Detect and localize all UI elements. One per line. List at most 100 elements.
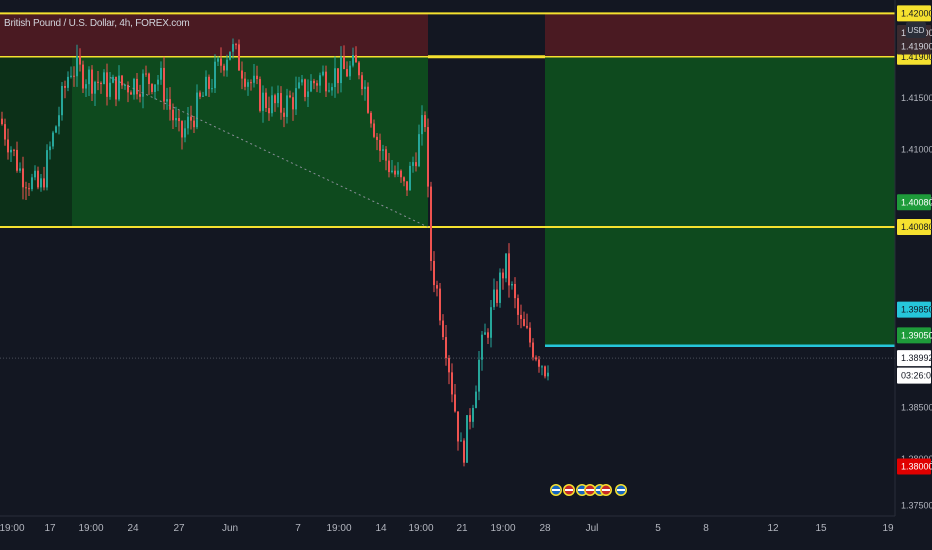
- candle-body: [67, 76, 69, 88]
- candle-body: [169, 99, 171, 110]
- price-badge-label: 1.38000: [901, 461, 932, 471]
- candle-body: [331, 87, 333, 91]
- time-tick-label: 19: [882, 523, 894, 534]
- candle-body: [493, 289, 495, 308]
- price-badge-label: 1.39050: [901, 330, 932, 340]
- candle-body: [64, 86, 66, 88]
- candle-body: [466, 415, 468, 463]
- candle-body: [268, 108, 270, 114]
- candle-body: [319, 75, 321, 86]
- candle-body: [136, 78, 138, 95]
- candle-body: [541, 366, 543, 368]
- candle-body: [97, 81, 99, 83]
- candle-body: [46, 150, 48, 188]
- currency-button[interactable]: USD: [906, 22, 926, 38]
- time-tick-label: 19:00: [490, 523, 515, 534]
- candle-body: [73, 75, 75, 77]
- candle-body: [229, 51, 231, 60]
- candle-body: [223, 65, 225, 71]
- candle-body: [529, 327, 531, 343]
- candle-body: [52, 132, 54, 147]
- candle-body: [109, 82, 111, 97]
- price-badge-label: 1.38992: [901, 353, 932, 363]
- candle-body: [523, 318, 525, 326]
- candle-body: [301, 79, 303, 83]
- candle-body: [247, 82, 249, 87]
- candle-body: [217, 58, 219, 62]
- candle-body: [370, 112, 372, 124]
- price-badge: [897, 38, 931, 55]
- candle-body: [490, 307, 492, 338]
- price-tick-label: 1.41500: [901, 93, 932, 103]
- candle-body: [469, 415, 471, 422]
- candle-body: [445, 337, 447, 359]
- candle-body: [361, 75, 363, 90]
- candle-body: [208, 76, 210, 89]
- candle-body: [163, 67, 165, 102]
- price-tick-label: 1.37500: [901, 501, 932, 511]
- candle-body: [298, 82, 300, 89]
- candle-body: [220, 58, 222, 66]
- candle-body: [505, 253, 507, 279]
- candle-body: [304, 79, 306, 97]
- candle-body: [70, 75, 72, 77]
- candle-body: [313, 80, 315, 84]
- event-flag-stripe: [617, 489, 625, 491]
- candle-body: [337, 68, 339, 84]
- candle-body: [166, 99, 168, 102]
- candle-body: [340, 56, 342, 84]
- candle-body: [31, 177, 33, 190]
- price-badge: [897, 301, 931, 318]
- candle-body: [496, 289, 498, 303]
- candle-body: [250, 82, 252, 84]
- candle-body: [376, 136, 378, 140]
- candle-body: [40, 178, 42, 188]
- candle-body: [82, 64, 84, 89]
- price-badge: [897, 350, 931, 367]
- event-flag-icon: [584, 484, 596, 496]
- candle-body: [283, 112, 285, 117]
- candle-body: [451, 372, 453, 395]
- candle-body: [433, 261, 435, 286]
- candle-body: [436, 285, 438, 289]
- candle-body: [118, 75, 120, 100]
- candle-body: [478, 359, 480, 392]
- level-lines: [0, 12, 895, 359]
- candle-body: [262, 92, 264, 111]
- candle-body: [316, 83, 318, 86]
- candle-body: [124, 84, 126, 86]
- price-badge-label: 1.41900: [901, 52, 932, 62]
- candle-body: [157, 79, 159, 85]
- event-flag-icon: [600, 484, 612, 496]
- candle-body: [457, 411, 459, 442]
- candle-body: [484, 332, 486, 335]
- candle-body: [28, 188, 30, 190]
- price-axis-background: [895, 0, 932, 516]
- candle-body: [106, 72, 108, 97]
- time-tick-label: 19:00: [0, 523, 25, 534]
- risk-reward-zones: [0, 13, 895, 346]
- candle-body: [391, 170, 393, 173]
- candle-body: [346, 69, 348, 77]
- time-tick-label: Jul: [586, 523, 599, 534]
- candle-body: [358, 62, 360, 76]
- candle-body: [274, 95, 276, 104]
- price-badge-label: 1.40080: [901, 222, 932, 232]
- price-badge-label: 1.40080: [901, 197, 932, 207]
- candle-body: [142, 73, 144, 97]
- candle-body: [145, 73, 147, 75]
- time-tick-label: 27: [173, 523, 185, 534]
- candle-body: [4, 124, 6, 140]
- profit-zone-right: [545, 56, 895, 346]
- candle-body: [37, 170, 39, 188]
- candle-body: [325, 71, 327, 92]
- candle-body: [127, 84, 129, 93]
- candle-body: [61, 86, 63, 116]
- candle-body: [277, 93, 279, 104]
- candle-body: [307, 91, 309, 97]
- candle-body: [202, 95, 204, 97]
- candle-body: [241, 70, 243, 79]
- candle-body: [403, 177, 405, 182]
- event-flag-stripe: [602, 489, 610, 491]
